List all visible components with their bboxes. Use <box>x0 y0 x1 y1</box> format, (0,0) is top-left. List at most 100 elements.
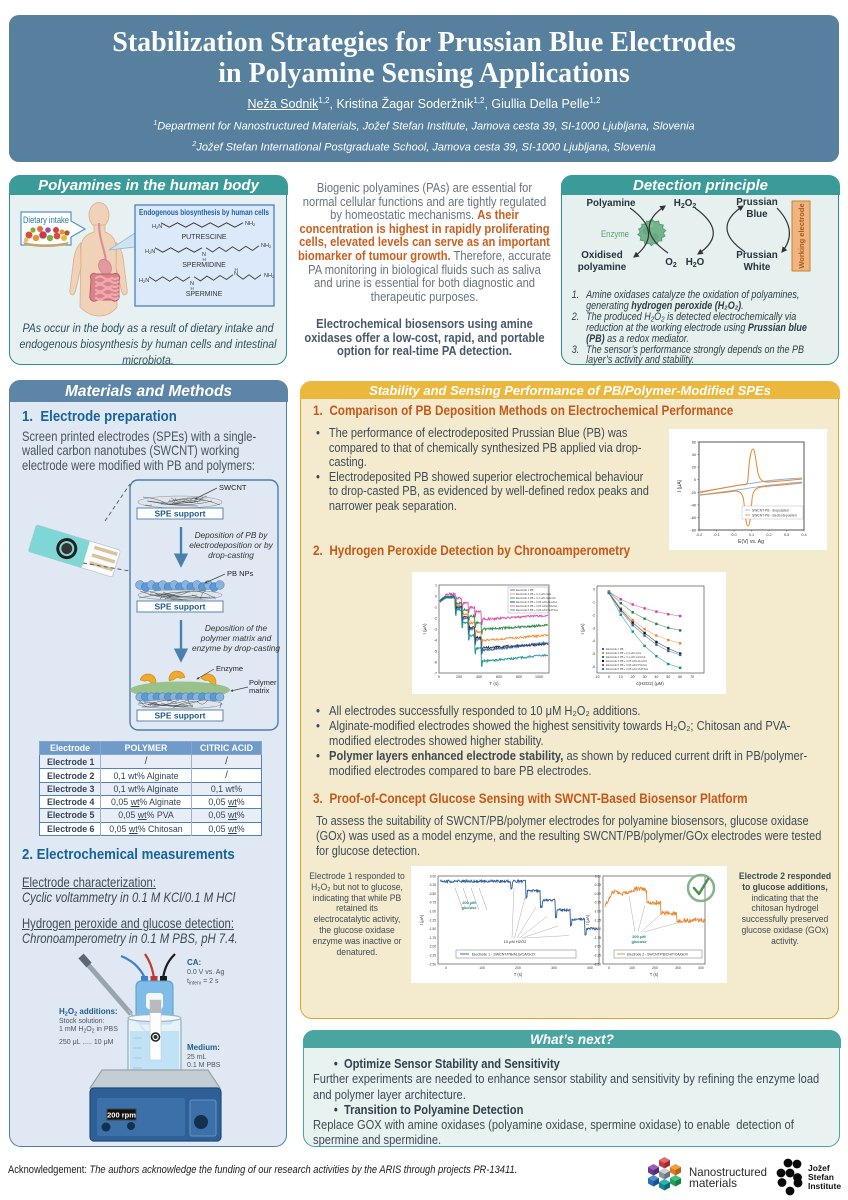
svg-text:Working electrode: Working electrode <box>797 203 806 268</box>
svg-text:SWCNT-PB - dropcasted: SWCNT-PB - dropcasted <box>752 509 789 513</box>
svg-text:400: 400 <box>476 675 482 679</box>
svg-text:0.0 V vs. Ag: 0.0 V vs. Ag <box>187 969 224 976</box>
svg-text:Enzyme: Enzyme <box>216 664 243 673</box>
svg-text:10 μM H2O2: 10 μM H2O2 <box>504 939 528 944</box>
svg-text:-2.00: -2.00 <box>594 945 601 949</box>
svg-text:H2N: H2N <box>139 278 149 284</box>
svg-text:Nanostructured: Nanostructured <box>689 1165 767 1179</box>
svg-text:Institute: Institute <box>808 1181 841 1191</box>
svg-text:CA:: CA: <box>187 958 201 967</box>
svg-text:-4: -4 <box>434 639 437 643</box>
svg-text:Electrode 4 PB + 0,05 wt% ALG: Electrode 4 PB + 0,05 wt% ALG/CA <box>516 600 557 604</box>
svg-text:SWCNT: SWCNT <box>219 483 247 492</box>
svg-text:Electrode 2 PB + 0,1 wt% ALG: Electrode 2 PB + 0,1 wt% ALG <box>516 592 551 596</box>
svg-text:NH2: NH2 <box>245 221 256 227</box>
svg-text:30: 30 <box>643 675 647 679</box>
svg-text:0.1: 0.1 <box>749 533 754 537</box>
svg-text:Electrode 3 PB + 0,1 wt% ALG/: Electrode 3 PB + 0,1 wt% ALG/CA <box>606 655 646 659</box>
svg-text:Prussian: Prussian <box>736 197 777 208</box>
svg-text:-0.50: -0.50 <box>594 892 601 896</box>
svg-text:Stefan: Stefan <box>808 1172 834 1182</box>
svg-text:-1.25: -1.25 <box>594 918 601 922</box>
svg-text:70: 70 <box>690 675 694 679</box>
svg-text:40: 40 <box>692 453 696 457</box>
svg-text:materials: materials <box>689 1176 737 1190</box>
svg-text:Electrode 5 PB + 0,05 wt% PVA: Electrode 5 PB + 0,05 wt% PVA/CA <box>606 663 647 667</box>
svg-text:-2.00: -2.00 <box>429 945 436 949</box>
svg-text:200: 200 <box>515 966 521 970</box>
svg-text:polyamine: polyamine <box>578 262 627 273</box>
svg-text:T (s): T (s) <box>489 681 499 686</box>
svg-text:-60: -60 <box>691 516 697 520</box>
svg-text:N: N <box>190 281 194 287</box>
svg-text:0.0: 0.0 <box>731 533 736 537</box>
svg-text:Electrode 5 PB + 0,05 wt% PVA: Electrode 5 PB + 0,05 wt% PVA/CA <box>516 604 557 608</box>
svg-text:200 μM: 200 μM <box>632 934 646 939</box>
svg-text:Deposition of PB by: Deposition of PB by <box>195 530 269 540</box>
svg-text:Stock solution:: Stock solution: <box>59 1018 105 1025</box>
svg-text:0: 0 <box>445 966 447 970</box>
svg-text:-1.25: -1.25 <box>429 918 436 922</box>
svg-text:0: 0 <box>438 675 440 679</box>
svg-text:0.2: 0.2 <box>766 533 771 537</box>
svg-text:Electrode 1 PB: Electrode 1 PB <box>606 647 624 651</box>
svg-text:SWCNT-PB - electrodeposited: SWCNT-PB - electrodeposited <box>752 514 797 518</box>
svg-text:I (μA): I (μA) <box>677 479 683 492</box>
svg-text:-0.50: -0.50 <box>429 892 436 896</box>
svg-text:I (μA): I (μA) <box>580 623 585 635</box>
svg-text:Enzyme: Enzyme <box>601 229 629 240</box>
svg-text:glucose: glucose <box>461 905 477 910</box>
svg-text:600: 600 <box>496 675 502 679</box>
svg-text:Electrode 3 PB + 0,1 wt% ALG/: Electrode 3 PB + 0,1 wt% ALG/CA <box>516 596 556 600</box>
svg-text:-3: -3 <box>434 628 437 632</box>
svg-text:-2.50: -2.50 <box>429 962 436 966</box>
svg-text:H: H <box>191 286 194 291</box>
svg-text:Jožef: Jožef <box>808 1163 830 1173</box>
svg-text:NH2: NH2 <box>261 243 272 249</box>
svg-text:Electrode 6 PB + 0,05 wt% CHI: Electrode 6 PB + 0,05 wt% CHIT/CA <box>516 608 558 612</box>
svg-text:-80: -80 <box>691 529 697 533</box>
svg-text:Oxidised: Oxidised <box>581 250 622 261</box>
svg-text:polymer matrix and: polymer matrix and <box>200 633 272 643</box>
svg-text:SPERMINE: SPERMINE <box>186 291 223 298</box>
svg-text:Deposition of the: Deposition of the <box>205 623 268 633</box>
svg-text:White: White <box>744 262 771 273</box>
svg-text:-4: -4 <box>592 639 595 643</box>
svg-text:-3: -3 <box>592 626 595 630</box>
svg-text:-0.2: -0.2 <box>696 533 703 537</box>
svg-text:-1: -1 <box>592 600 595 604</box>
svg-text:matrix: matrix <box>249 686 270 695</box>
svg-text:-0.1: -0.1 <box>713 533 720 537</box>
svg-text:0: 0 <box>593 588 595 592</box>
svg-text:-2: -2 <box>592 613 595 617</box>
svg-text:I (μA): I (μA) <box>422 623 427 635</box>
svg-text:-2.50: -2.50 <box>594 962 601 966</box>
svg-text:H: H <box>235 267 238 272</box>
svg-text:-1.00: -1.00 <box>429 910 436 914</box>
svg-text:electrodeposition or by: electrodeposition or by <box>189 540 273 550</box>
svg-text:200: 200 <box>652 966 658 970</box>
svg-text:H2N: H2N <box>145 249 155 255</box>
svg-text:-1.75: -1.75 <box>429 936 436 940</box>
svg-text:H: H <box>203 257 206 262</box>
svg-text:-20: -20 <box>691 491 697 495</box>
svg-text:60: 60 <box>692 441 696 445</box>
svg-text:Electrode 1 - SWCNT/PB/ALG/CA/: Electrode 1 - SWCNT/PB/ALG/CA/GOX <box>472 953 536 957</box>
svg-text:0: 0 <box>694 478 696 482</box>
svg-text:0.00: 0.00 <box>430 874 436 878</box>
svg-text:Electrode 2 PB + 0,1 wt% ALG: Electrode 2 PB + 0,1 wt% ALG <box>606 651 641 655</box>
svg-text:O2: O2 <box>665 257 677 269</box>
svg-text:0: 0 <box>435 595 437 599</box>
svg-text:Medium:: Medium: <box>187 1043 220 1052</box>
svg-text:50: 50 <box>666 675 670 679</box>
svg-text:-40: -40 <box>691 503 697 507</box>
svg-text:250 μL ..... 10 μM: 250 μL ..... 10 μM <box>59 1039 114 1046</box>
svg-text:enzyme by drop-casting: enzyme by drop-casting <box>192 643 280 653</box>
svg-text:-0.25: -0.25 <box>594 883 601 887</box>
svg-text:H2O: H2O <box>686 257 705 269</box>
svg-text:1 mM H2O2 in PBS: 1 mM H2O2 in PBS <box>59 1026 118 1035</box>
svg-text:400: 400 <box>698 966 704 970</box>
svg-text:300: 300 <box>551 966 557 970</box>
svg-text:H2N: H2N <box>152 224 162 230</box>
svg-text:-0.25: -0.25 <box>429 883 436 887</box>
